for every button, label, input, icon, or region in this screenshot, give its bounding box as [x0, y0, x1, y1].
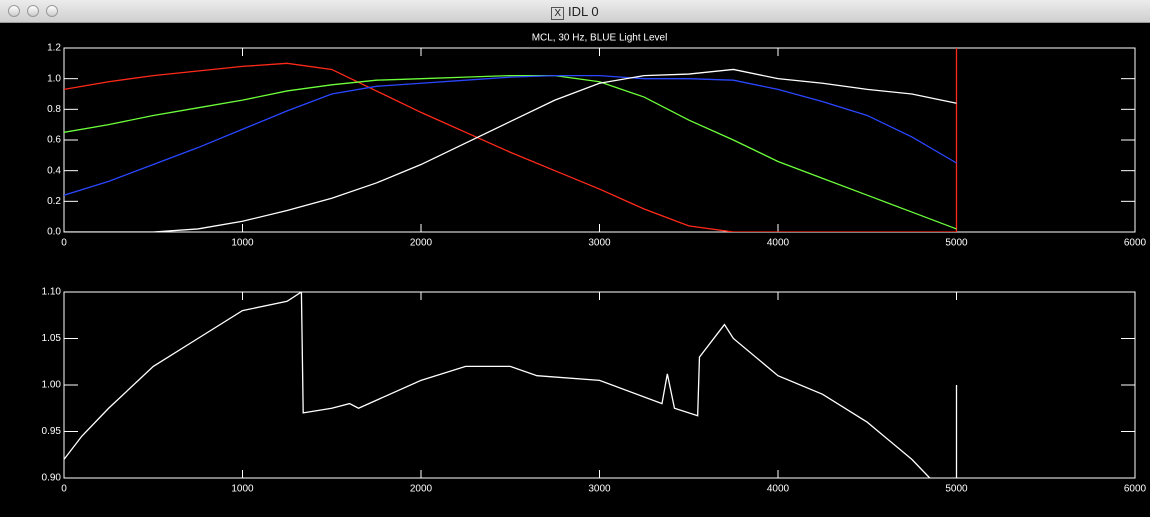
- y-tick-label: 0.8: [47, 104, 61, 115]
- data-line: [64, 68, 957, 232]
- y-tick-label: 1.00: [42, 380, 62, 391]
- x-tick-label: 4000: [767, 484, 790, 495]
- x-tick-label: 5000: [945, 484, 968, 495]
- window-title: IDL 0: [568, 4, 599, 19]
- window-title-wrap: X IDL 0: [0, 4, 1150, 20]
- y-tick-label: 0.0: [47, 227, 61, 238]
- x-tick-label: 6000: [1124, 484, 1147, 495]
- x-tick-label: 1000: [231, 238, 254, 249]
- data-line: [64, 48, 958, 232]
- minimize-button[interactable]: [27, 5, 39, 17]
- x-tick-label: 5000: [945, 238, 968, 249]
- data-line: [64, 74, 957, 196]
- y-tick-label: 0.2: [47, 196, 61, 207]
- x-tick-label: 3000: [588, 484, 611, 495]
- x-tick-label: 6000: [1124, 238, 1147, 249]
- zoom-button[interactable]: [46, 5, 58, 17]
- chart: MCL, 30 Hz, BLUE Light Level 0.0 0.2 0.4 0.6…: [42, 33, 1147, 495]
- plot-frame: [63, 291, 1136, 479]
- x-tick-label: 2000: [410, 484, 433, 495]
- close-button[interactable]: [8, 5, 20, 17]
- x-tick-label: 0: [61, 484, 67, 495]
- x-tick-label: 2000: [410, 238, 433, 249]
- data-line: [64, 292, 958, 478]
- y-tick-label: 1.10: [42, 287, 62, 298]
- chart-title: MCL, 30 Hz, BLUE Light Level: [532, 33, 668, 44]
- x-tick-label: 1000: [231, 484, 254, 495]
- y-tick-label: 0.90: [42, 473, 62, 484]
- x11-icon: X: [551, 7, 565, 20]
- x-tick-label: 3000: [588, 238, 611, 249]
- title-bar: X IDL 0: [0, 0, 1150, 23]
- y-tick-label: 1.05: [42, 333, 62, 344]
- x-tick-label: 4000: [767, 238, 790, 249]
- data-line: [64, 74, 957, 230]
- y-tick-label: 1.2: [47, 43, 61, 54]
- y-tick-label: 0.4: [47, 165, 61, 176]
- y-tick-label: 0.95: [42, 426, 62, 437]
- y-tick-label: 0.6: [47, 135, 61, 146]
- y-tick-label: 1.0: [47, 73, 61, 84]
- x-tick-label: 0: [61, 238, 67, 249]
